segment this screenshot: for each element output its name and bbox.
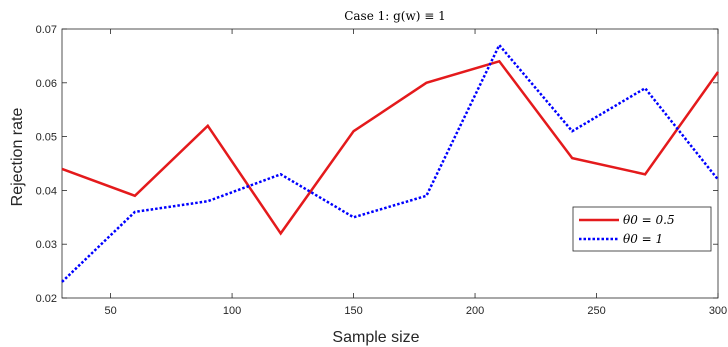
legend-label-2: θ0 = 1 xyxy=(623,232,663,246)
y-axis-label: Rejection rate xyxy=(9,108,26,207)
axes-box xyxy=(61,28,719,299)
y-tick-label: 0.07 xyxy=(36,24,57,36)
y-tick-label: 0.03 xyxy=(36,239,57,251)
y-tick-label: 0.06 xyxy=(36,78,57,90)
y-tick-label: 0.05 xyxy=(36,132,57,144)
y-tick-label: 0.02 xyxy=(36,293,57,305)
x-tick-label: 200 xyxy=(466,305,484,317)
legend-box xyxy=(572,206,712,252)
x-tick-label: 300 xyxy=(709,305,727,317)
legend-label-1: θ0 = 0.5 xyxy=(623,213,675,227)
legend: θ0 = 0.5 θ0 = 1 xyxy=(572,206,712,252)
x-axis-label: Sample size xyxy=(332,329,419,346)
x-tick-label: 250 xyxy=(587,305,605,317)
chart-title: Case 1: g(w) ≡ 1 xyxy=(344,9,446,23)
x-tick-label: 150 xyxy=(344,305,362,317)
plot-area: 50 100 150 200 250 300 0.02 0.03 0.04 0.05 0.06 0.0… xyxy=(36,24,728,317)
x-tick-label: 100 xyxy=(223,305,241,317)
series-line-1 xyxy=(61,59,720,236)
series-line-2 xyxy=(61,42,719,283)
x-tick-label: 50 xyxy=(104,305,116,317)
y-tick-label: 0.04 xyxy=(36,185,57,197)
